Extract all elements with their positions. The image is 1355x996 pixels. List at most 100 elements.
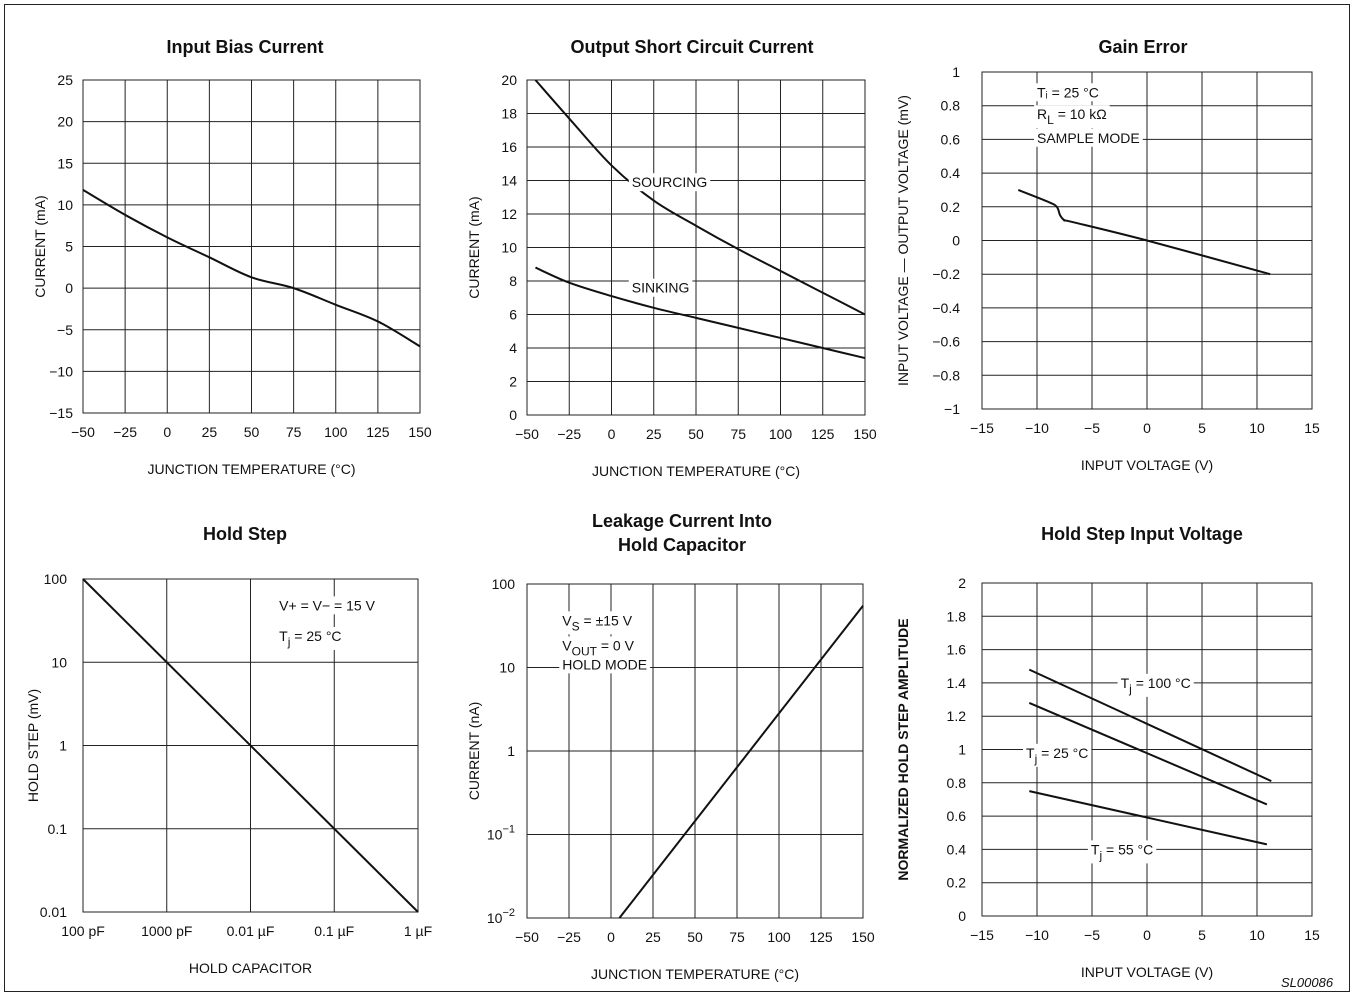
y-tick-label: 10	[501, 240, 517, 256]
y-tick-label: 0.1	[48, 821, 68, 837]
x-axis-label: JUNCTION TEMPERATURE (°C)	[591, 966, 799, 982]
x-tick-label: 100 pF	[61, 923, 105, 939]
chart-short: Output Short Circuit Current −50 −25 0 25 50 7…	[466, 37, 877, 479]
x-tick-label: 0.1 µF	[314, 923, 354, 939]
y-tick-label: −15	[49, 405, 73, 421]
x-tick-label: −15	[970, 420, 994, 436]
y-tick-label: 15	[57, 155, 73, 171]
y-tick-label: 100	[492, 576, 516, 592]
annotation-label: Tj = 100 °C	[1121, 675, 1191, 696]
y-tick-label: 20	[57, 114, 73, 130]
x-tick-label: −50	[71, 424, 95, 440]
y-tick-label: 10	[499, 660, 515, 676]
x-tick-label: 150	[853, 426, 877, 442]
x-tick-label: 0	[1143, 927, 1151, 943]
annotation-label: V+ = V− = 15 V	[279, 597, 375, 613]
chart-holdstep: Hold Step 100 pF 1000 pF 0.01 µF 0.1 µF 1 µF 0…	[25, 524, 432, 976]
x-tick-label: −10	[1025, 927, 1049, 943]
annotation-bg	[276, 626, 345, 650]
x-tick-label: −10	[1025, 420, 1049, 436]
y-tick-label: 0.2	[941, 199, 961, 215]
annotation-bg	[1034, 128, 1143, 147]
y-tick-label: 10	[51, 654, 67, 670]
annotation-label: SAMPLE MODE	[1037, 130, 1140, 146]
y-tick-label: 4	[509, 340, 517, 356]
y-tick-label: 10	[57, 197, 73, 213]
x-tick-label: −25	[113, 424, 137, 440]
annotation-bg	[559, 611, 636, 635]
series-line	[82, 578, 419, 913]
annotation-label: Tj = 25 °C	[1026, 745, 1088, 766]
y-axis-label: HOLD STEP (mV)	[25, 689, 41, 802]
y-tick-label: 0	[509, 407, 517, 423]
x-tick-label: 125	[366, 424, 390, 440]
x-tick-label: 125	[811, 426, 835, 442]
chart-title: Hold Step	[203, 524, 287, 544]
annotation-label: SINKING	[632, 280, 690, 296]
x-tick-label: 125	[809, 929, 833, 945]
y-tick-label: 10−1	[487, 824, 515, 843]
x-tick-label: 0.01 µF	[227, 923, 275, 939]
annotation-bg	[1087, 840, 1157, 864]
x-tick-label: −5	[1084, 420, 1100, 436]
y-tick-label: 100	[44, 571, 68, 587]
x-tick-label: 1 µF	[404, 923, 432, 939]
annotation-bg	[628, 173, 711, 192]
y-tick-label: 0.8	[947, 775, 967, 791]
y-tick-label: 1	[507, 743, 515, 759]
annotation-bg	[559, 655, 651, 674]
chart-title: Hold Capacitor	[618, 535, 746, 555]
y-tick-label: 10−2	[487, 907, 515, 926]
y-axis-label: CURRENT (nA)	[466, 702, 482, 801]
x-tick-label: 50	[244, 424, 260, 440]
annotation-label: Tᵢ = 25 °C	[1037, 84, 1099, 100]
y-tick-label: 14	[501, 173, 517, 189]
annotation-bg	[1023, 743, 1092, 767]
x-tick-label: 75	[729, 929, 745, 945]
x-axis-label: JUNCTION TEMPERATURE (°C)	[592, 463, 800, 479]
x-tick-label: 50	[687, 929, 703, 945]
x-tick-label: −15	[970, 927, 994, 943]
y-tick-label: −10	[49, 363, 73, 379]
annotation-bg	[628, 278, 693, 297]
y-tick-label: −5	[57, 322, 73, 338]
y-tick-label: 0.6	[947, 808, 967, 824]
annotation-label: HOLD MODE	[562, 656, 647, 672]
y-tick-label: 0.4	[947, 841, 967, 857]
x-tick-label: 50	[688, 426, 704, 442]
y-tick-label: 1	[952, 64, 960, 80]
y-tick-label: −0.4	[932, 300, 960, 316]
x-tick-label: 25	[646, 426, 662, 442]
chart-bias: Input Bias Current−50 −25 0 25 50 75 100 125 150…	[32, 37, 432, 477]
y-tick-label: 20	[501, 72, 517, 88]
figure-code: SL00086	[1281, 975, 1334, 990]
chart-title: Leakage Current Into	[592, 511, 772, 531]
x-tick-label: 0	[1143, 420, 1151, 436]
series-line	[1017, 189, 1271, 276]
figure-frame	[4, 4, 1350, 992]
x-axis-label: INPUT VOLTAGE (V)	[1081, 457, 1213, 473]
x-tick-label: 100	[767, 929, 791, 945]
y-tick-label: 1.8	[947, 608, 967, 624]
y-axis-label: NORMALIZED HOLD STEP AMPLITUDE	[895, 618, 911, 880]
y-tick-label: 25	[57, 72, 73, 88]
y-tick-label: 16	[501, 139, 517, 155]
x-tick-label: 25	[202, 424, 218, 440]
x-tick-label: 0	[607, 929, 615, 945]
x-tick-label: −50	[515, 426, 539, 442]
chart-title: Gain Error	[1098, 37, 1187, 57]
chart-hsiv: Hold Step Input Voltage −15 −10 −5 0 5 10 15 0 0.…	[895, 524, 1320, 980]
annotation-label: SOURCING	[632, 174, 707, 190]
y-tick-label: 0.4	[941, 165, 961, 181]
chart-title: Input Bias Current	[166, 37, 323, 57]
y-tick-label: 0	[952, 233, 960, 249]
x-axis-label: JUNCTION TEMPERATURE (°C)	[147, 461, 355, 477]
y-tick-label: 0.6	[941, 131, 961, 147]
x-tick-label: −25	[557, 929, 581, 945]
y-axis-label: CURRENT (mA)	[466, 196, 482, 298]
y-tick-label: 18	[501, 106, 517, 122]
series-line	[618, 605, 864, 919]
y-tick-label: 0.01	[40, 904, 67, 920]
x-tick-label: 0	[608, 426, 616, 442]
